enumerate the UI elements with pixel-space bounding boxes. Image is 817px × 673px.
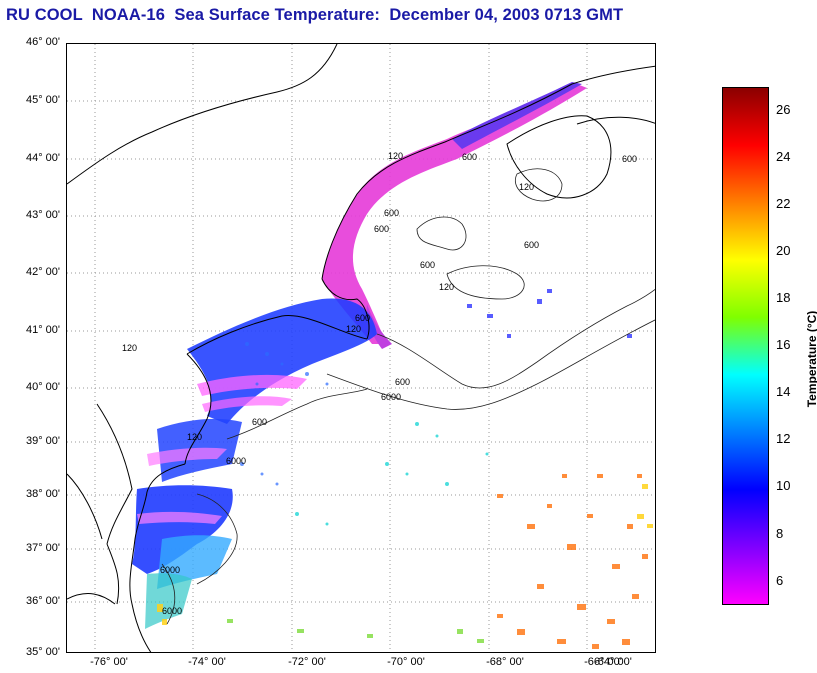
contour-label: 120 (346, 324, 362, 334)
lon-label: -68° 00' (486, 656, 524, 668)
contour-label: 600 (384, 208, 400, 218)
contour-label: 6000 (162, 606, 183, 616)
lat-label: 40° 00' (25, 381, 60, 393)
lon-label: -66° 00' (584, 656, 622, 668)
colorbar-tick: 8 (776, 526, 784, 541)
lat-label: 39° 00' (25, 435, 60, 447)
lat-label: 46° 00' (25, 36, 60, 48)
contour-label: 6000 (381, 392, 402, 402)
lat-label: 45° 00' (25, 94, 60, 106)
colorbar-tick: 26 (776, 102, 791, 117)
colorbar-tick: 18 (776, 290, 791, 305)
lat-label: 36° 00' (25, 595, 60, 607)
contour-label: 600 (355, 313, 371, 323)
colorbar-label: Temperature (°C) (805, 310, 817, 408)
temperature-colorbar (722, 87, 769, 605)
sst-map-svg (67, 44, 655, 652)
sst-map (66, 43, 656, 653)
contour-label: 6000 (160, 565, 181, 575)
colorbar-tick: 14 (776, 384, 791, 399)
contour-label: 600 (524, 240, 540, 250)
lon-label: -64° 00' (594, 656, 632, 668)
contour-label: 120 (519, 182, 535, 192)
colorbar-tick: 24 (776, 149, 791, 164)
contour-label: 600 (420, 260, 436, 270)
lat-label: 41° 00' (25, 324, 60, 336)
sst-data-layer (132, 82, 653, 649)
lon-label: -70° 00' (387, 656, 425, 668)
lat-label: 35° 00' (25, 646, 60, 658)
contour-label: 120 (187, 432, 203, 442)
colorbar-tick: 6 (776, 573, 784, 588)
contour-label: 600 (252, 417, 268, 427)
contour-label: 120 (122, 343, 138, 353)
contour-label: 120 (439, 282, 455, 292)
lat-label: 42° 00' (25, 266, 60, 278)
colorbar-tick: 16 (776, 337, 791, 352)
lat-label: 37° 00' (25, 542, 60, 554)
lon-label: -72° 00' (288, 656, 326, 668)
contour-label: 600 (622, 154, 638, 164)
contour-label: 600 (395, 377, 411, 387)
map-title: RU COOL NOAA-16 Sea Surface Temperature:… (6, 6, 624, 24)
contour-label: 600 (462, 152, 478, 162)
contour-label: 120 (388, 151, 404, 161)
contour-label: 600 (374, 224, 390, 234)
lon-label: -76° 00' (90, 656, 128, 668)
colorbar-tick: 22 (776, 196, 791, 211)
depth-contours (161, 168, 655, 625)
colorbar-tick: 20 (776, 243, 791, 258)
lat-label: 43° 00' (25, 209, 60, 221)
lat-label: 38° 00' (25, 488, 60, 500)
colorbar-tick: 10 (776, 478, 791, 493)
colorbar-tick: 12 (776, 431, 791, 446)
contour-label: 6000 (226, 456, 247, 466)
coastlines (67, 44, 655, 652)
lon-label: -74° 00' (188, 656, 226, 668)
lat-label: 44° 00' (25, 152, 60, 164)
